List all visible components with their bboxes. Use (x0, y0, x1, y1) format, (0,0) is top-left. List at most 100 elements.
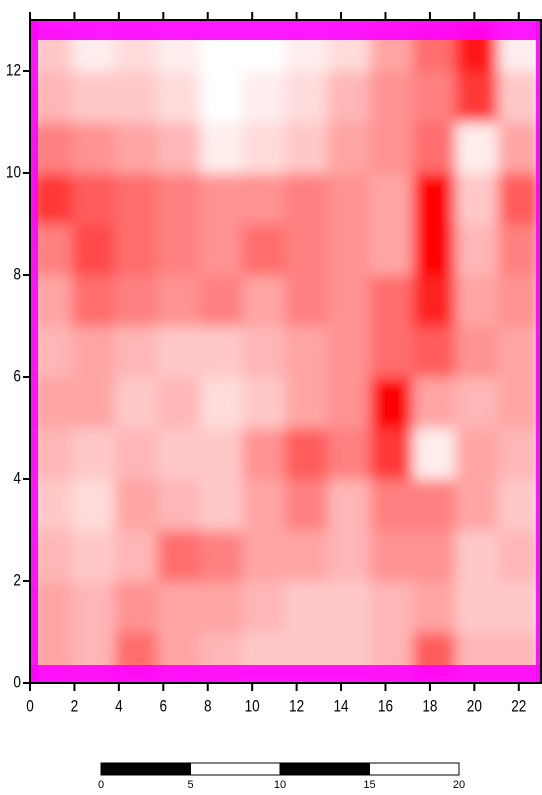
x-tick-label: 14 (333, 697, 349, 716)
heat-cell (114, 70, 159, 123)
heat-cell (242, 325, 286, 378)
frame-band (30, 665, 541, 683)
heat-cell (157, 172, 201, 225)
x-tick-label: 16 (378, 697, 393, 716)
heat-cell (114, 274, 159, 327)
heat-cell (72, 121, 116, 174)
heat-cell (327, 70, 372, 123)
heat-cell (72, 580, 116, 633)
x-tick-label: 12 (289, 697, 304, 716)
heat-cell (455, 580, 499, 633)
heat-cell (72, 376, 116, 429)
heat-cell (412, 223, 457, 276)
heat-cell (157, 70, 201, 123)
heat-cell (72, 223, 116, 276)
heat-cell (72, 172, 116, 225)
heat-cell (285, 529, 329, 582)
heat-cell (157, 580, 201, 633)
heat-cell (114, 580, 159, 633)
heat-cell (455, 376, 499, 429)
heat-cell (370, 376, 414, 429)
heat-cell (114, 427, 159, 480)
heat-cell (157, 478, 201, 531)
heat-cell (72, 274, 116, 327)
heat-cell (199, 223, 244, 276)
heat-cell (327, 274, 372, 327)
heat-cell (497, 580, 542, 633)
heat-cell (199, 376, 244, 429)
heat-cell (412, 529, 457, 582)
heat-cell (72, 70, 116, 123)
heat-cell (199, 427, 244, 480)
heat-cell (370, 427, 414, 480)
heat-cell (497, 529, 542, 582)
heat-cell (199, 121, 244, 174)
heat-cell (370, 121, 414, 174)
heat-cell (497, 172, 542, 225)
heat-cell (285, 376, 329, 429)
heat-cell (242, 478, 286, 531)
heat-cell (412, 274, 457, 327)
heat-cell (157, 376, 201, 429)
heat-cell (199, 580, 244, 633)
x-tick-label: 22 (511, 697, 526, 716)
heat-cell (455, 172, 499, 225)
heat-cell (327, 529, 372, 582)
heat-cell (72, 478, 116, 531)
scale-label: 20 (453, 779, 465, 791)
y-tick-label: 2 (13, 571, 21, 590)
heat-cell (199, 70, 244, 123)
heat-cell (285, 325, 329, 378)
heat-cell (114, 172, 159, 225)
heat-cell (412, 478, 457, 531)
heat-cell (242, 121, 286, 174)
heat-cell (114, 529, 159, 582)
heat-cell (370, 529, 414, 582)
heat-cell (412, 376, 457, 429)
heat-cell (412, 70, 457, 123)
heat-cell (72, 427, 116, 480)
x-tick-label: 0 (26, 697, 34, 716)
y-tick-label: 4 (13, 469, 21, 488)
heat-cell (114, 478, 159, 531)
heat-cell (199, 529, 244, 582)
heat-cell (114, 121, 159, 174)
heat-cell (199, 274, 244, 327)
y-tick-label: 12 (6, 61, 21, 80)
y-tick-label: 6 (13, 367, 21, 386)
heat-cell (455, 274, 499, 327)
heat-cell (327, 121, 372, 174)
heat-cell (370, 325, 414, 378)
heat-cell (285, 274, 329, 327)
heat-cell (285, 172, 329, 225)
scale-segment (190, 762, 281, 776)
heat-cell (327, 427, 372, 480)
heat-cell (455, 70, 499, 123)
heat-cell (327, 325, 372, 378)
heat-cell (455, 325, 499, 378)
x-tick-label: 8 (204, 697, 212, 716)
heat-cell (157, 121, 201, 174)
heat-cell (455, 529, 499, 582)
plot-border (29, 19, 542, 684)
heat-cell (157, 427, 201, 480)
heat-cell (285, 427, 329, 480)
heat-cell (455, 121, 499, 174)
x-tick-label: 6 (160, 697, 168, 716)
heat-cell (157, 223, 201, 276)
heat-cell (327, 478, 372, 531)
heat-cell (497, 478, 542, 531)
heat-cell (455, 427, 499, 480)
x-tick-label: 20 (467, 697, 482, 716)
heat-cell (370, 478, 414, 531)
scale-label: 0 (98, 779, 104, 791)
heat-cell (285, 223, 329, 276)
heatmap (29, 19, 542, 684)
heat-cell (370, 70, 414, 123)
heat-cell (412, 172, 457, 225)
heat-cell (72, 529, 116, 582)
heat-cell (327, 172, 372, 225)
y-tick-label: 10 (6, 163, 21, 182)
heat-cell (114, 223, 159, 276)
heat-cell (199, 172, 244, 225)
